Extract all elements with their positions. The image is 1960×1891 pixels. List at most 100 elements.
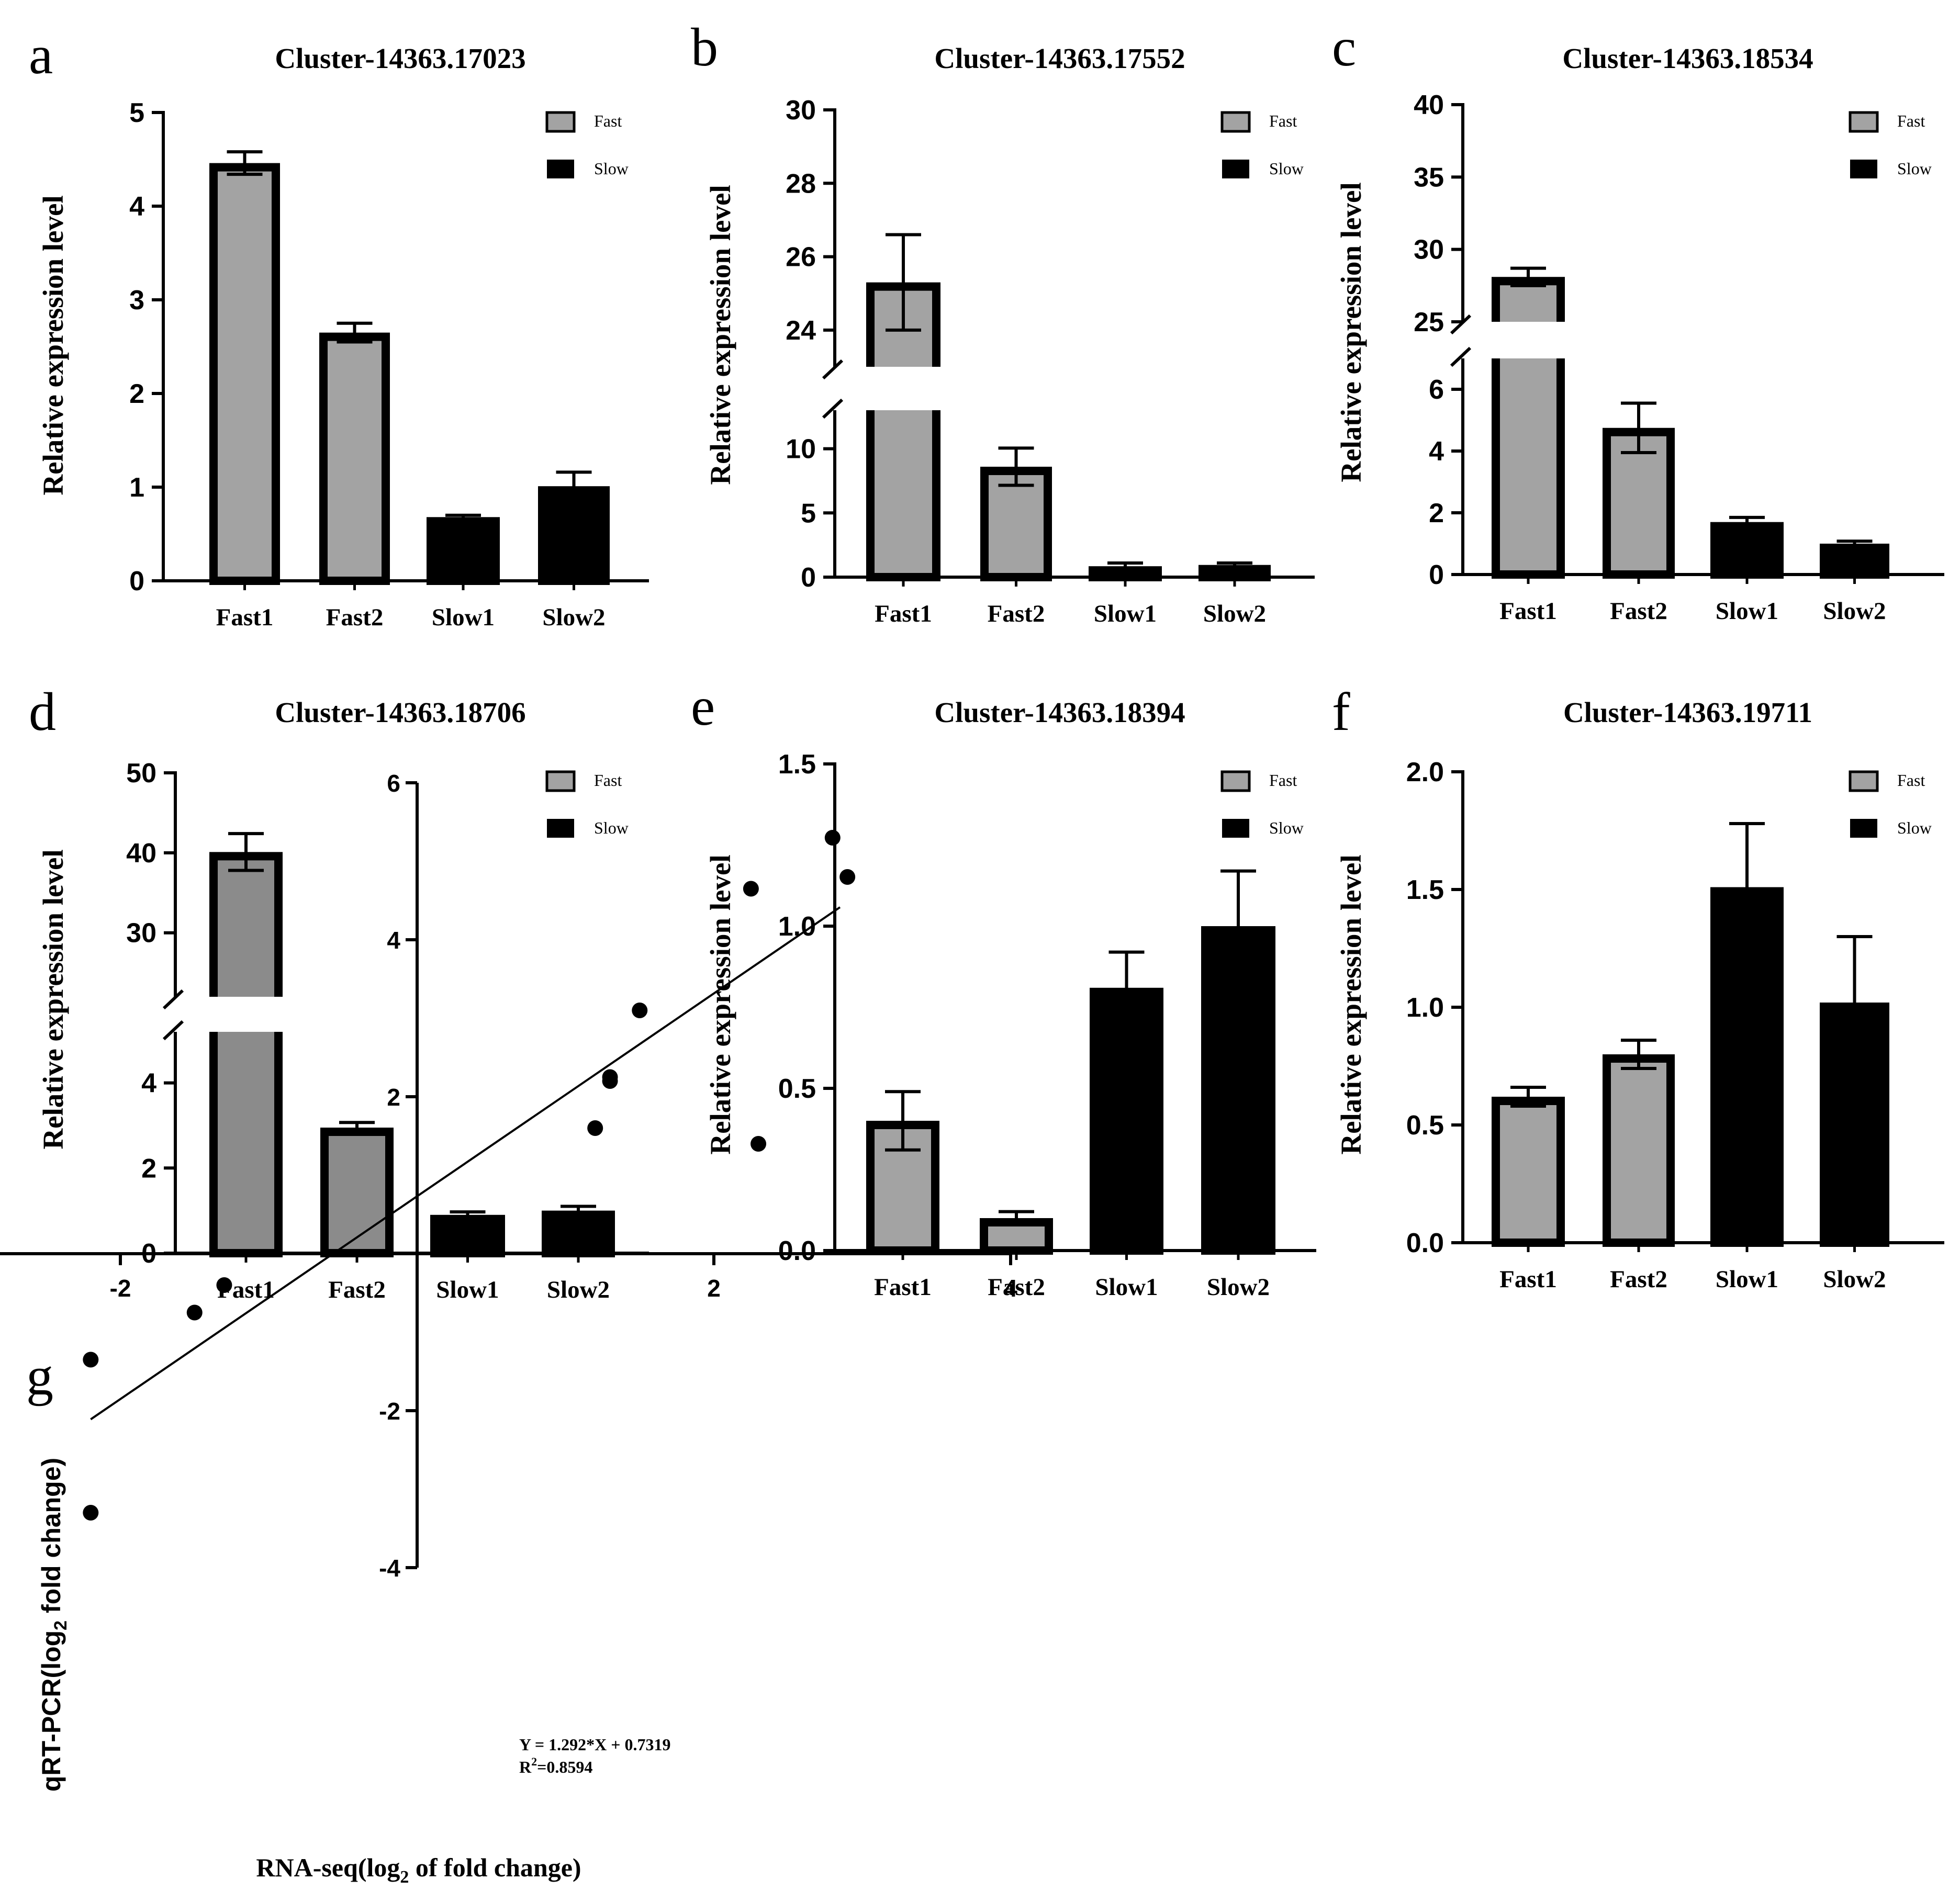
axis-break-gap xyxy=(863,367,944,410)
panel-b: b Cluster-14363.17552 Relative expression … xyxy=(691,17,1315,627)
panel-label: c xyxy=(1332,17,1356,77)
bar-fast2 xyxy=(1603,1054,1675,1247)
error-bar-slow2 xyxy=(1836,539,1873,548)
legend-label-slow: Slow xyxy=(594,159,629,178)
legend: Fast Slow xyxy=(1220,111,1304,178)
bar-fast2 xyxy=(320,1128,394,1257)
x-tick-label: Fast1 xyxy=(1499,1266,1557,1293)
error-bar-slow1 xyxy=(1108,950,1145,1025)
legend-label-fast: Fast xyxy=(1269,111,1297,130)
x-tick-label: Slow2 xyxy=(542,604,605,631)
panel-label: b xyxy=(691,17,718,77)
legend-swatch-fast xyxy=(545,111,576,133)
y-tick-label: 50 xyxy=(126,758,156,789)
x-tick-label: Fast1 xyxy=(1499,598,1557,625)
error-bar-fast1 xyxy=(885,1090,921,1152)
break-slash-upper xyxy=(162,989,184,1010)
chart-title: Cluster-14363.18706 xyxy=(275,696,525,728)
y-tick-label: 10 xyxy=(786,434,816,465)
x-tick-label: Slow2 xyxy=(547,1276,610,1303)
x-tick-label: Slow1 xyxy=(1095,1274,1158,1301)
bar-fast1 xyxy=(866,282,940,581)
scatter-point xyxy=(587,1120,603,1136)
y-axis-label: Relative expression level xyxy=(704,185,736,485)
ylabel-post: fold change) xyxy=(37,1458,66,1620)
error-bar-slow1 xyxy=(450,1210,486,1220)
y-tick-label: 28 xyxy=(786,168,816,199)
y-tick-label: 0 xyxy=(129,566,144,596)
scatter-point xyxy=(743,881,759,897)
bar-slow2 xyxy=(1820,544,1889,579)
error-bar-fast1 xyxy=(1510,1086,1546,1108)
scatter-point xyxy=(216,1277,232,1293)
x-tick-label: -2 xyxy=(110,1275,131,1302)
legend-label-fast: Fast xyxy=(594,771,622,790)
scatter-point xyxy=(83,1505,99,1521)
x-axis-label: RNA-seq(log2 of fold change) xyxy=(256,1853,581,1887)
legend-swatch-fast xyxy=(1849,770,1879,792)
y-tick-label: 3 xyxy=(129,285,144,316)
panel-a: a Cluster-14363.17023 Relative expression … xyxy=(29,25,649,631)
x-tick-label: Slow2 xyxy=(1823,1266,1886,1293)
y-axis-label: Relative expression level xyxy=(37,849,69,1149)
y-tick-label: 2.0 xyxy=(1406,757,1444,787)
y-tick-label: 0.5 xyxy=(1406,1110,1444,1141)
x-tick-label: Slow1 xyxy=(1716,1266,1778,1293)
y-tick-label: 4 xyxy=(387,927,400,954)
y-tick-label: 6 xyxy=(387,770,400,797)
axis-break-mark xyxy=(1450,314,1472,367)
legend-label-slow: Slow xyxy=(594,818,629,837)
error-bar-fast2 xyxy=(998,446,1034,487)
legend-swatch-slow xyxy=(1222,819,1249,838)
error-bar-fast2 xyxy=(1621,401,1656,454)
bar-fast1 xyxy=(209,852,283,1258)
fit-line xyxy=(90,906,841,1421)
legend-swatch-fast xyxy=(545,770,576,792)
panel-label: g xyxy=(26,1346,53,1406)
panel-label: e xyxy=(691,677,715,737)
y-tick-label: 26 xyxy=(786,242,816,273)
y-axis-label: Relative expression level xyxy=(1335,182,1367,482)
y-tick-label: 2 xyxy=(129,379,144,409)
y-tick-label: 0 xyxy=(801,562,816,593)
error-bar-slow2 xyxy=(561,1205,596,1217)
legend-swatch-slow xyxy=(1222,160,1249,178)
legend-label-fast: Fast xyxy=(1897,771,1925,790)
axis-break-gap xyxy=(206,997,286,1032)
x-tick-label: Slow1 xyxy=(1716,598,1778,625)
y-tick-label: 2 xyxy=(387,1084,400,1111)
error-bar-slow2 xyxy=(1217,561,1252,569)
y-tick-label: 25 xyxy=(1414,307,1444,337)
y-tick-label: 4 xyxy=(1429,436,1444,467)
error-bar-fast1 xyxy=(1510,266,1546,287)
x-tick-label: 2 xyxy=(707,1275,721,1302)
error-bar-slow1 xyxy=(1729,515,1765,528)
x-tick-label: Fast2 xyxy=(988,600,1045,627)
axis-break-mark xyxy=(822,359,844,419)
legend-swatch-slow xyxy=(547,160,574,178)
y-tick-label: 5 xyxy=(801,498,816,528)
bar-slow1 xyxy=(1710,522,1784,579)
error-bar-slow2 xyxy=(1836,935,1873,1070)
y-tick-label: 0.5 xyxy=(778,1074,816,1104)
y-tick-label: 30 xyxy=(126,918,156,949)
y-tick-label: 2 xyxy=(141,1153,156,1184)
legend: Fast Slow xyxy=(545,770,629,838)
y-tick-label: 1.5 xyxy=(778,749,816,780)
y-tick-label: 5 xyxy=(129,98,144,128)
y-tick-label: 4 xyxy=(129,192,144,222)
x-tick-label: Slow1 xyxy=(1094,600,1157,627)
y-tick-label: 30 xyxy=(1414,235,1444,265)
scatter-point xyxy=(839,869,856,885)
bar-slow1 xyxy=(430,1214,505,1258)
bar-slow2 xyxy=(538,486,610,586)
legend-label-fast: Fast xyxy=(1269,771,1297,790)
x-tick-label: Fast2 xyxy=(988,1274,1045,1301)
legend: Fast Slow xyxy=(1849,770,1932,838)
ylabel-sub: 2 xyxy=(51,1620,71,1630)
error-bar-slow1 xyxy=(1107,561,1143,571)
y-tick-label: 35 xyxy=(1414,162,1444,193)
y-tick-label: 24 xyxy=(786,316,816,346)
